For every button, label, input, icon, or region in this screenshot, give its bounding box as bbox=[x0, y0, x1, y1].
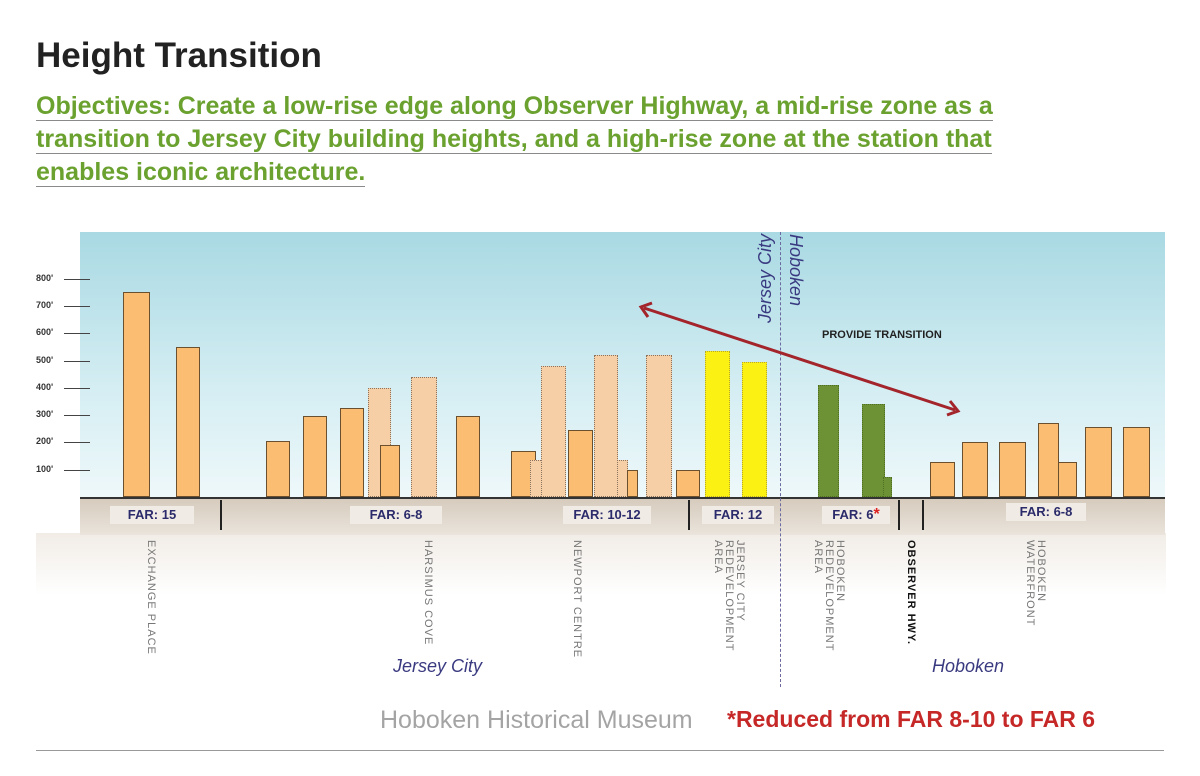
building-bar-solid bbox=[962, 442, 988, 497]
far-separator bbox=[898, 500, 900, 530]
objectives-line: transition to Jersey City building heigh… bbox=[36, 125, 992, 154]
y-tick-line bbox=[64, 360, 90, 362]
watermark: Hoboken Historical Museum bbox=[380, 706, 693, 734]
far-label: FAR: 6-8 bbox=[350, 506, 442, 524]
city-label-hoboken: Hoboken bbox=[932, 656, 1005, 676]
bottom-rule bbox=[36, 750, 1164, 751]
objectives-line: Objectives: Create a low-rise edge along… bbox=[36, 92, 993, 121]
far-label: FAR: 15 bbox=[110, 506, 194, 524]
far-separator bbox=[922, 500, 924, 530]
y-tick-line bbox=[64, 333, 90, 335]
building-bar-green bbox=[862, 404, 885, 497]
y-tick-label: 400' bbox=[36, 381, 54, 392]
building-bar-solid bbox=[1085, 427, 1112, 497]
transition-label: PROVIDE TRANSITION bbox=[822, 329, 942, 341]
building-bar-solid bbox=[1058, 461, 1077, 497]
far-separator bbox=[220, 500, 222, 530]
y-tick-label: 500' bbox=[36, 354, 54, 365]
arrow-head-right bbox=[946, 400, 961, 417]
objectives-line: enables iconic architecture. bbox=[36, 158, 366, 187]
far-separator bbox=[688, 500, 690, 530]
building-bar-yellow bbox=[705, 350, 730, 497]
building-bar-solid bbox=[1038, 423, 1059, 497]
area-label: HOBOKEN WATERFRONT bbox=[1024, 540, 1047, 627]
building-bar-solid bbox=[123, 292, 150, 497]
y-tick-label: 200' bbox=[36, 436, 54, 447]
far-label: FAR: 10-12 bbox=[563, 506, 651, 524]
arrow-line bbox=[643, 306, 956, 412]
y-tick-line bbox=[64, 305, 90, 307]
y-tick-line bbox=[64, 278, 90, 280]
area-label: NEWPORT CENTRE bbox=[571, 540, 583, 659]
far-label: FAR: 12 bbox=[702, 506, 774, 524]
objectives-text: Objectives: Create a low-rise edge along… bbox=[36, 90, 1166, 189]
building-bar-solid bbox=[303, 416, 327, 497]
y-tick-line bbox=[64, 442, 90, 444]
city-label-jersey-city: Jersey City bbox=[393, 656, 483, 676]
asterisk: * bbox=[873, 506, 880, 523]
building-bar-ghost bbox=[646, 355, 672, 497]
building-bar-ghost bbox=[411, 376, 437, 497]
building-bar-ghost bbox=[594, 355, 618, 497]
y-tick-line bbox=[64, 415, 90, 417]
building-bar-solid bbox=[340, 408, 364, 497]
arrow-head-left bbox=[638, 301, 653, 318]
building-bar-solid bbox=[380, 445, 400, 497]
footnote: *Reduced from FAR 8-10 to FAR 6 bbox=[727, 706, 1096, 732]
building-bar-solid bbox=[176, 346, 200, 497]
page-title: Height Transition bbox=[36, 36, 322, 75]
y-tick-line bbox=[64, 469, 90, 471]
building-bar-solid bbox=[930, 461, 955, 497]
building-bar-solid bbox=[456, 416, 480, 497]
building-bar-green bbox=[883, 476, 892, 497]
y-tick-label: 800' bbox=[36, 272, 54, 283]
area-label-observer-hwy: OBSERVER HWY. bbox=[905, 540, 917, 646]
building-bar-solid bbox=[568, 430, 593, 497]
y-tick-line bbox=[64, 387, 90, 389]
y-tick-label: 700' bbox=[36, 299, 54, 310]
building-bar-yellow bbox=[742, 361, 767, 497]
building-bar-ghost bbox=[541, 365, 566, 497]
far-label: FAR: 6* bbox=[822, 506, 890, 524]
boundary-label-hoboken: Hoboken bbox=[786, 234, 806, 307]
area-label: JERSEY CITY REDEVELOPMENT AREA bbox=[712, 540, 746, 652]
y-tick-label: 600' bbox=[36, 327, 54, 338]
building-bar-green bbox=[818, 385, 839, 497]
area-label: EXCHANGE PLACE bbox=[145, 540, 157, 655]
lower-background bbox=[36, 533, 1166, 688]
area-label: HARSIMUS COVE bbox=[422, 540, 434, 646]
far-label-text: FAR: 6 bbox=[832, 507, 874, 522]
y-tick-label: 300' bbox=[36, 409, 54, 420]
building-bar-solid bbox=[999, 442, 1026, 497]
building-bar-solid bbox=[627, 469, 638, 497]
area-label: HOBOKEN REDEVELOPMENT AREA bbox=[812, 540, 846, 652]
city-boundary-line bbox=[780, 232, 781, 687]
y-tick-label: 100' bbox=[36, 463, 54, 474]
building-bar-solid bbox=[1123, 427, 1150, 497]
far-label: FAR: 6-8 bbox=[1006, 503, 1086, 521]
building-bar-solid bbox=[676, 469, 700, 497]
building-bar-solid bbox=[266, 441, 290, 497]
